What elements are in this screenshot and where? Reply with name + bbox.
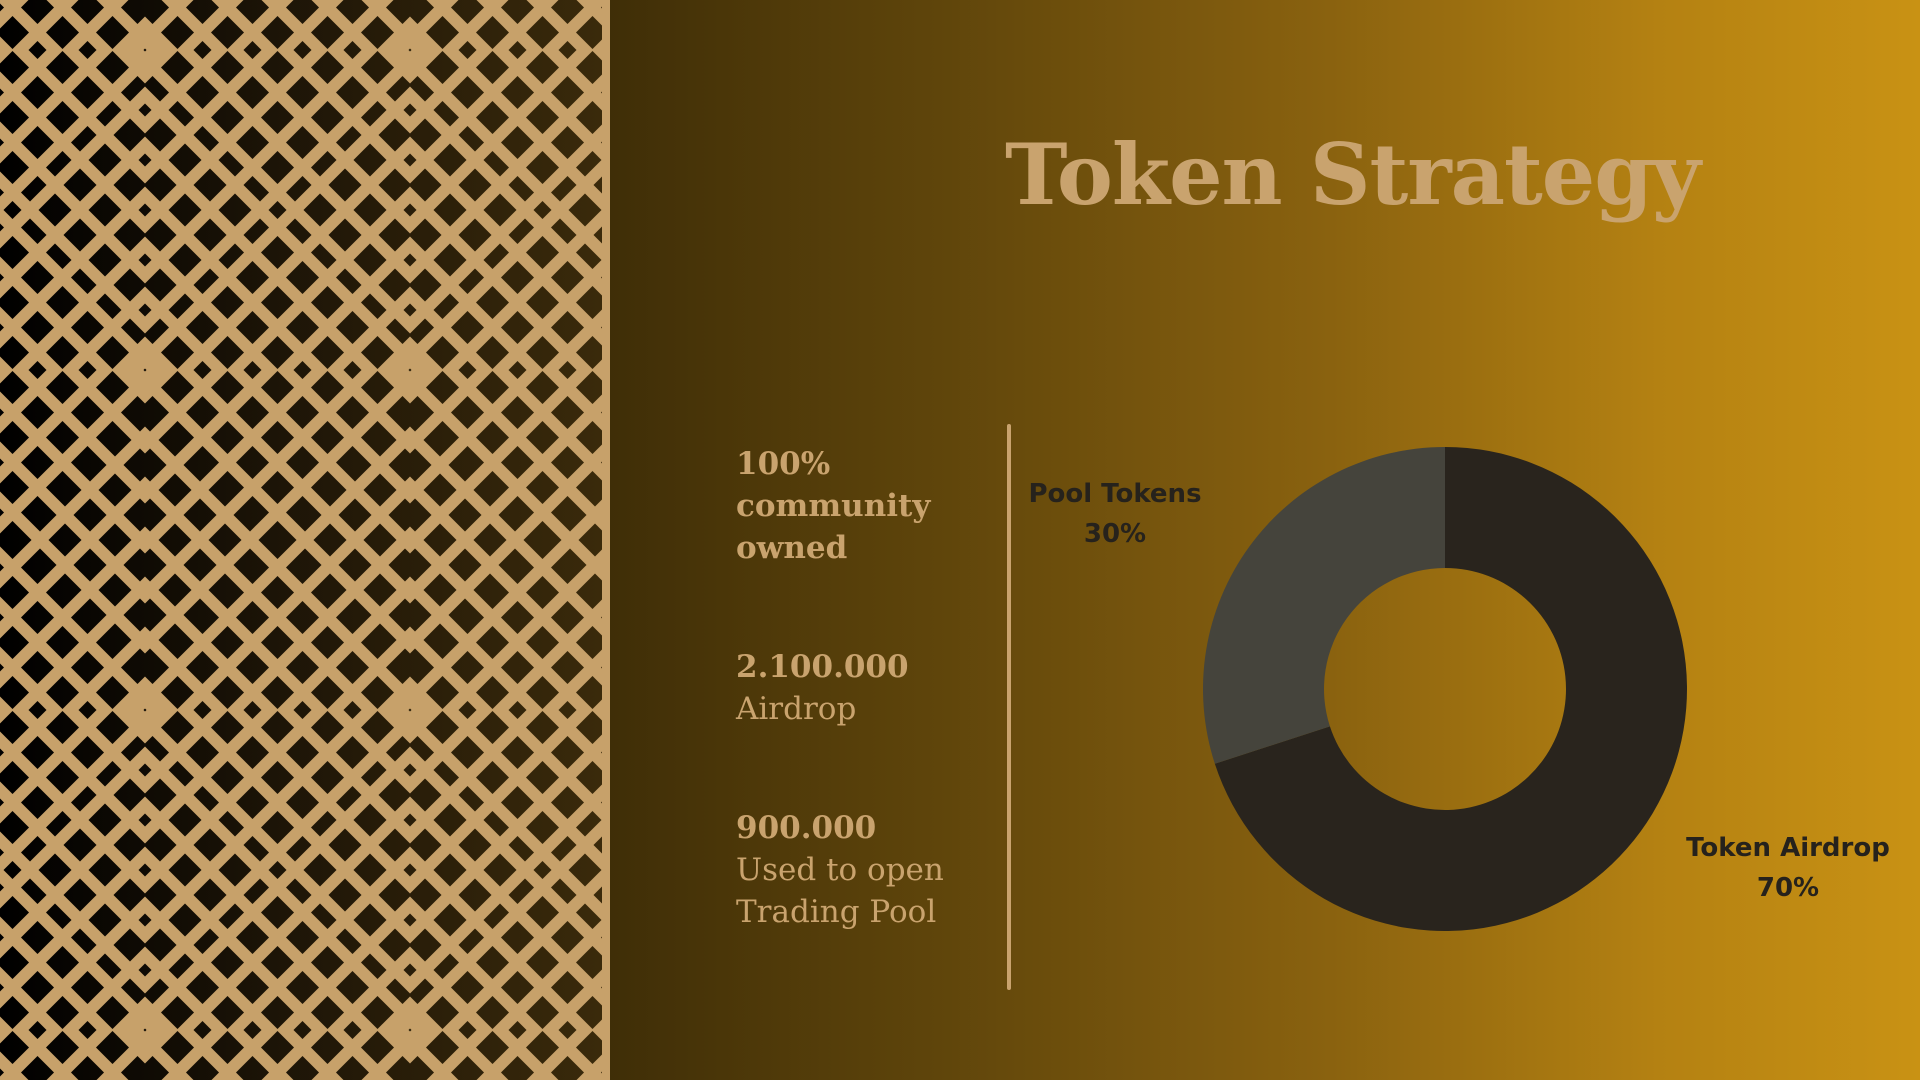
- stat-trading-pool: 900.000 Used to open Trading Pool: [736, 807, 996, 933]
- pattern-diamond: [391, 819, 602, 1080]
- pattern-diamond: [61, 626, 229, 794]
- stat-caption: Airdrop: [736, 691, 857, 727]
- pattern-diamond: [111, 336, 179, 404]
- pattern-diamond: [441, 209, 602, 531]
- pattern-diamond: [0, 186, 329, 554]
- pattern-diamond: [226, 186, 594, 554]
- stat-community-owned: 100% community owned: [736, 443, 996, 569]
- pattern-diamond: [0, 526, 329, 894]
- stat-value: 100% community owned: [736, 446, 931, 566]
- pattern-diamond: [0, 796, 379, 1080]
- pattern-diamond: [0, 0, 379, 284]
- pattern-diamond: [376, 336, 444, 404]
- pattern-diamond: [226, 526, 594, 894]
- pattern-diamond: [176, 796, 602, 1080]
- pattern-diamond: [0, 136, 379, 604]
- pattern-diamond: [376, 16, 444, 84]
- pattern-diamond: [0, 846, 329, 1080]
- pattern-diamond: [176, 0, 602, 284]
- pattern-diamond: [441, 549, 602, 871]
- pattern-diamond: [541, 969, 602, 1080]
- pattern-diamond: [391, 159, 602, 581]
- pattern-diamond: [491, 599, 602, 821]
- pattern-diamond: [111, 676, 179, 744]
- stat-caption: Used to open Trading Pool: [736, 852, 944, 930]
- stat-value: 2.100.000: [736, 649, 909, 685]
- pattern-diamond: [0, 916, 114, 1080]
- pattern-diamond: [491, 919, 602, 1080]
- decorative-pattern-panel: [0, 0, 602, 1080]
- pattern-diamond: [326, 626, 494, 794]
- pattern-diamond: [0, 866, 164, 1080]
- pattern-diamond: [0, 0, 429, 334]
- diamond-pattern: [0, 0, 602, 1080]
- pattern-diamond: [0, 546, 164, 874]
- pattern-diamond: [176, 476, 602, 944]
- pattern-diamond: [61, 0, 229, 134]
- pattern-diamond: [111, 996, 179, 1064]
- pattern-diamond: [376, 676, 444, 744]
- pattern-diamond: [0, 596, 114, 824]
- pattern-diamond: [391, 499, 602, 921]
- pattern-diamond: [326, 0, 494, 134]
- stat-value: 900.000: [736, 810, 877, 846]
- pattern-diamond: [226, 0, 594, 234]
- page-title: Token Strategy: [1005, 125, 1701, 224]
- pattern-diamond: [176, 136, 602, 604]
- pattern-diamond: [0, 206, 164, 534]
- pattern-diamond: [541, 309, 602, 431]
- pattern-diamond: [111, 16, 179, 84]
- pattern-diamond: [0, 0, 329, 234]
- pattern-diamond: [0, 256, 114, 484]
- panel-divider: [602, 0, 610, 1080]
- pattern-diamond: [61, 946, 229, 1080]
- pattern-diamond: [541, 0, 602, 111]
- pattern-diamond: [326, 286, 494, 454]
- pattern-diamond: [126, 0, 602, 334]
- pattern-diamond: [61, 286, 229, 454]
- vertical-separator: [1007, 424, 1011, 990]
- pattern-diamond: [226, 846, 594, 1080]
- pattern-diamond: [441, 869, 602, 1080]
- pattern-diamond: [491, 259, 602, 481]
- pattern-diamond: [541, 649, 602, 771]
- pattern-diamond: [326, 946, 494, 1080]
- stat-airdrop: 2.100.000 Airdrop: [736, 646, 996, 730]
- pattern-diamond: [0, 476, 379, 944]
- pattern-diamond: [376, 996, 444, 1064]
